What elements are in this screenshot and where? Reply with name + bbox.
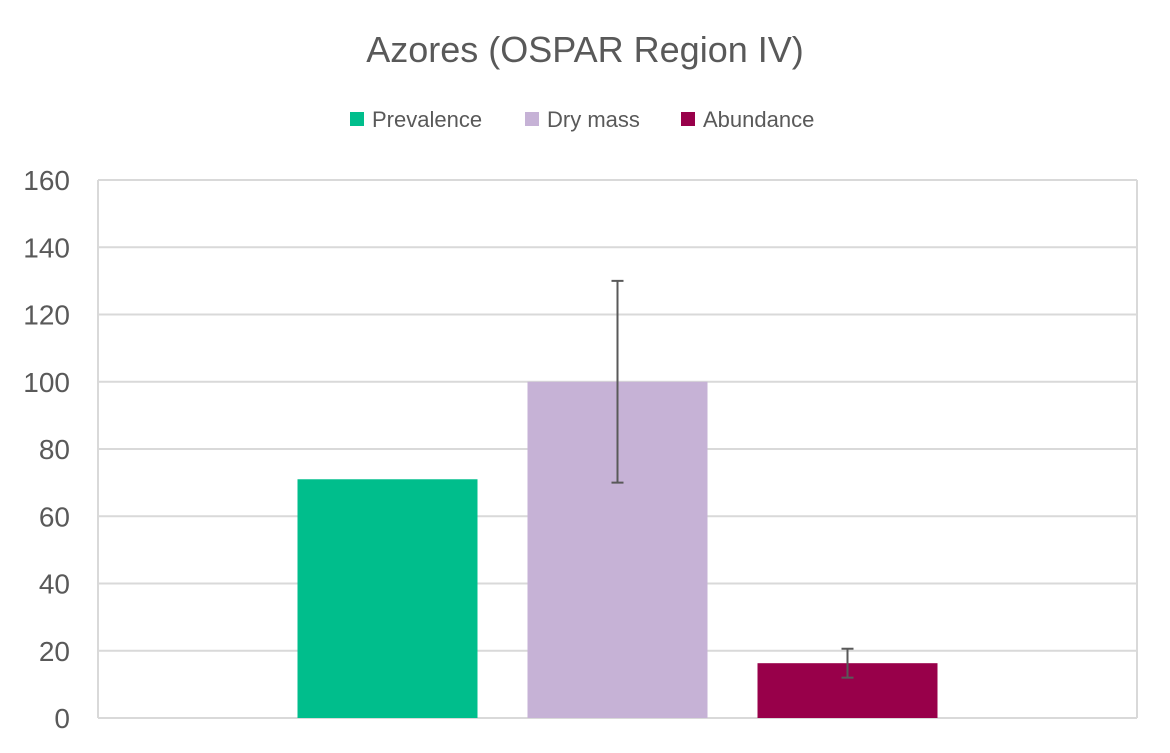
legend-swatch: [350, 112, 364, 126]
y-tick-label: 40: [39, 569, 70, 600]
y-tick-label: 120: [23, 300, 70, 331]
y-tick-label: 60: [39, 501, 70, 532]
y-tick-label: 160: [23, 165, 70, 196]
y-tick-label: 0: [54, 703, 70, 734]
chart-title: Azores (OSPAR Region IV): [366, 29, 803, 70]
y-tick-label: 80: [39, 434, 70, 465]
legend-label: Abundance: [703, 107, 814, 132]
y-tick-label: 100: [23, 367, 70, 398]
y-tick-label: 20: [39, 636, 70, 667]
legend-swatch: [525, 112, 539, 126]
legend-label: Dry mass: [547, 107, 640, 132]
legend-label: Prevalence: [372, 107, 482, 132]
legend: Prevalence Dry mass Abundance: [350, 107, 814, 132]
y-tick-label: 140: [23, 232, 70, 263]
bar-prevalence: [297, 479, 478, 718]
legend-swatch: [681, 112, 695, 126]
bars: [297, 279, 938, 718]
